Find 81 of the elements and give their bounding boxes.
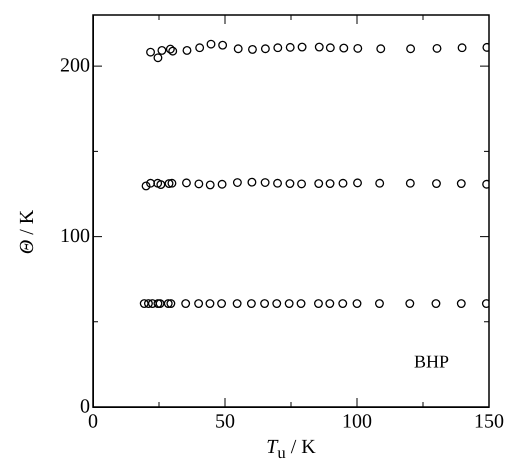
y-tick-label: 0 <box>80 395 90 418</box>
point <box>456 179 466 188</box>
point <box>218 40 228 50</box>
point <box>286 42 295 52</box>
point <box>153 53 162 62</box>
point <box>206 299 214 308</box>
point <box>375 178 384 188</box>
point <box>247 178 256 187</box>
point <box>153 299 162 308</box>
point <box>218 180 227 189</box>
point <box>314 179 324 188</box>
point <box>156 299 165 308</box>
point <box>431 299 440 308</box>
point <box>374 299 384 308</box>
point <box>168 46 178 56</box>
point <box>164 179 174 188</box>
point <box>272 299 282 308</box>
point <box>353 44 362 53</box>
point <box>195 43 204 52</box>
point <box>232 299 242 308</box>
point <box>234 44 243 54</box>
point <box>339 44 348 53</box>
point <box>314 299 323 308</box>
point <box>314 42 324 52</box>
point <box>338 178 348 188</box>
point <box>273 178 282 188</box>
point <box>148 299 157 308</box>
point <box>144 299 153 308</box>
point <box>296 299 306 308</box>
point <box>246 299 256 308</box>
point <box>157 46 166 55</box>
point <box>456 299 466 308</box>
point <box>298 42 307 52</box>
point <box>182 178 191 188</box>
point <box>167 178 176 188</box>
point <box>248 44 257 54</box>
point <box>260 299 270 308</box>
point <box>206 180 215 190</box>
point <box>432 44 442 53</box>
point <box>156 180 166 190</box>
point <box>352 299 362 308</box>
point <box>338 299 348 308</box>
x-axis-title: T$_{u}$ / K <box>265 436 317 463</box>
point <box>164 299 173 308</box>
point <box>284 299 294 308</box>
x-tick-label: 50 <box>215 410 235 432</box>
point <box>166 299 176 308</box>
point <box>217 299 226 308</box>
point <box>166 44 175 54</box>
point <box>146 178 155 188</box>
x-tick-label: 100 <box>342 410 372 432</box>
point <box>297 179 306 188</box>
point <box>146 48 155 57</box>
point <box>285 179 294 188</box>
point <box>325 299 334 308</box>
point <box>458 43 467 52</box>
point <box>260 44 270 54</box>
y-tick-label: 100 <box>60 224 90 247</box>
point <box>273 43 282 52</box>
point <box>406 178 415 188</box>
point <box>376 44 386 54</box>
point <box>405 299 414 308</box>
point <box>142 181 151 190</box>
y-axis-title: Θ / K <box>16 208 39 256</box>
point <box>140 299 149 308</box>
point <box>182 46 192 55</box>
point <box>181 299 190 308</box>
point <box>326 179 335 188</box>
point <box>406 44 416 54</box>
annotation: BHP <box>414 352 449 372</box>
point <box>432 179 441 188</box>
point <box>326 43 335 52</box>
point <box>232 178 242 187</box>
point <box>153 178 162 188</box>
x-tick-label: 150 <box>474 410 504 432</box>
point <box>194 299 204 308</box>
point <box>353 178 362 188</box>
point <box>260 178 270 187</box>
y-tick-label: 200 <box>60 54 90 76</box>
point <box>194 179 204 188</box>
point <box>206 40 216 49</box>
